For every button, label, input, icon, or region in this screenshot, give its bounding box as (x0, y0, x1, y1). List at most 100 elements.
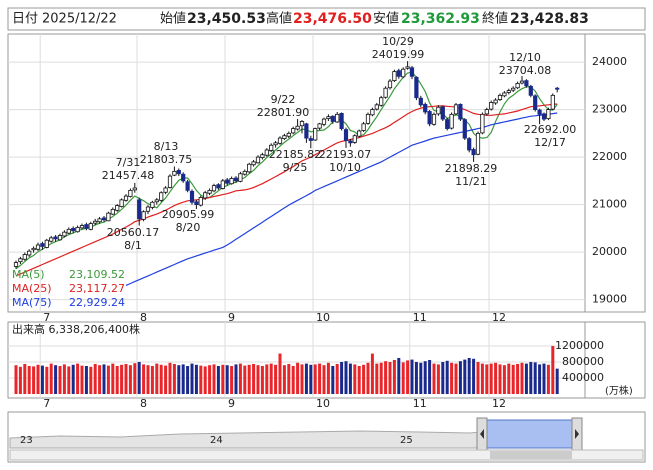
volume-bar (476, 362, 480, 394)
candle-body (44, 239, 49, 248)
navigator[interactable] (7, 411, 646, 463)
low: 23,362.93 (401, 11, 480, 27)
open-label: 始値 (160, 11, 186, 27)
volume-bar (410, 359, 414, 394)
volume-bar (304, 363, 308, 394)
candle-body (480, 113, 485, 134)
candle-body (264, 149, 269, 156)
candle-body (533, 95, 538, 110)
candle-body (13, 262, 19, 267)
candle-body (137, 199, 142, 220)
candle-body (343, 129, 349, 141)
candle-body (159, 192, 164, 201)
header-box (7, 7, 646, 31)
volume-bar (406, 360, 410, 394)
candle-body (62, 231, 67, 237)
volume-bar (494, 362, 498, 394)
candle-body (348, 140, 353, 144)
volume-bar (313, 364, 317, 394)
scroll-thumb[interactable] (490, 451, 572, 459)
candle-body (352, 135, 357, 143)
volume-bar (36, 364, 40, 394)
volume-bar (467, 358, 471, 394)
candle-body (141, 211, 146, 220)
navigator-window[interactable] (486, 419, 573, 449)
volume-bar (533, 362, 537, 394)
annotation-date: 11/21 (455, 175, 487, 188)
volume-bar (54, 365, 58, 394)
candle-body (541, 113, 547, 120)
volume-bar (14, 365, 18, 394)
volume-bar (133, 363, 137, 394)
volume-bar (93, 364, 97, 394)
volume-bar (238, 363, 242, 394)
legend-label: MA(5) (12, 268, 45, 281)
candle-body (537, 109, 542, 115)
candle-body (27, 250, 32, 256)
volume-bar (124, 364, 128, 394)
candle-body (330, 115, 335, 122)
volume-bar (62, 364, 66, 394)
x-tick-label: 11 (413, 397, 427, 410)
candle-body (484, 109, 489, 115)
candle-body (216, 184, 221, 189)
candle-body (546, 109, 551, 120)
volume-bar (458, 361, 462, 394)
volume-bar (128, 365, 132, 394)
volume-bar (221, 364, 225, 394)
navigator-label: 24 (210, 435, 223, 446)
main-panel (7, 33, 646, 313)
low-label: 安値 (373, 11, 399, 27)
volume-bar (260, 366, 264, 394)
volume-bar (177, 365, 181, 394)
volume-bar (40, 365, 44, 394)
annotation-date: 8/20 (176, 221, 201, 234)
candle-body (282, 135, 287, 139)
candle-body (233, 177, 239, 182)
volume-bar (32, 366, 36, 394)
candle-body (31, 247, 36, 251)
volume-bar (186, 366, 190, 394)
volume-bar (340, 362, 344, 394)
date-label: 日付 (12, 12, 38, 27)
candle-body (370, 109, 375, 116)
close: 23,428.83 (510, 11, 589, 27)
volume-bar (498, 364, 502, 394)
candle-body (387, 80, 393, 89)
candle-body (172, 170, 177, 176)
candle-body (475, 132, 481, 155)
annotation-value: 22801.90 (257, 106, 310, 119)
x-tick-label: 12 (492, 397, 506, 410)
unit-label: (万株) (605, 384, 633, 397)
scrollbar[interactable] (9, 449, 644, 461)
candle-body (295, 125, 300, 130)
candle-body (423, 103, 428, 113)
volume-bar (23, 364, 27, 394)
volume-bar (375, 363, 379, 394)
volume-bar (524, 363, 528, 394)
candle-body (458, 103, 463, 120)
annotation-date: 12/17 (534, 136, 566, 149)
volume-bar (511, 364, 515, 394)
volume-bar (45, 366, 49, 394)
x-tick-label: 7 (43, 397, 50, 410)
legend-label: MA(25) (12, 282, 52, 295)
candle-body (110, 208, 115, 215)
candle-body (445, 119, 450, 130)
candle-body (88, 223, 93, 230)
volume-bar (392, 360, 396, 394)
candle-body (101, 217, 107, 221)
volume-bar (274, 364, 278, 394)
volume-bar (155, 363, 159, 394)
volume-bar (84, 366, 88, 394)
annotation-value: 22185.82 (269, 148, 322, 161)
volume-bar (353, 364, 357, 394)
ma-line (15, 103, 558, 277)
candle-body (163, 187, 168, 193)
candle-body (304, 123, 309, 139)
x-tick-label: 12 (492, 311, 506, 324)
annotation-date: 10/10 (329, 161, 361, 174)
annotation-date: 9/25 (283, 161, 308, 174)
candle-body (511, 87, 516, 91)
